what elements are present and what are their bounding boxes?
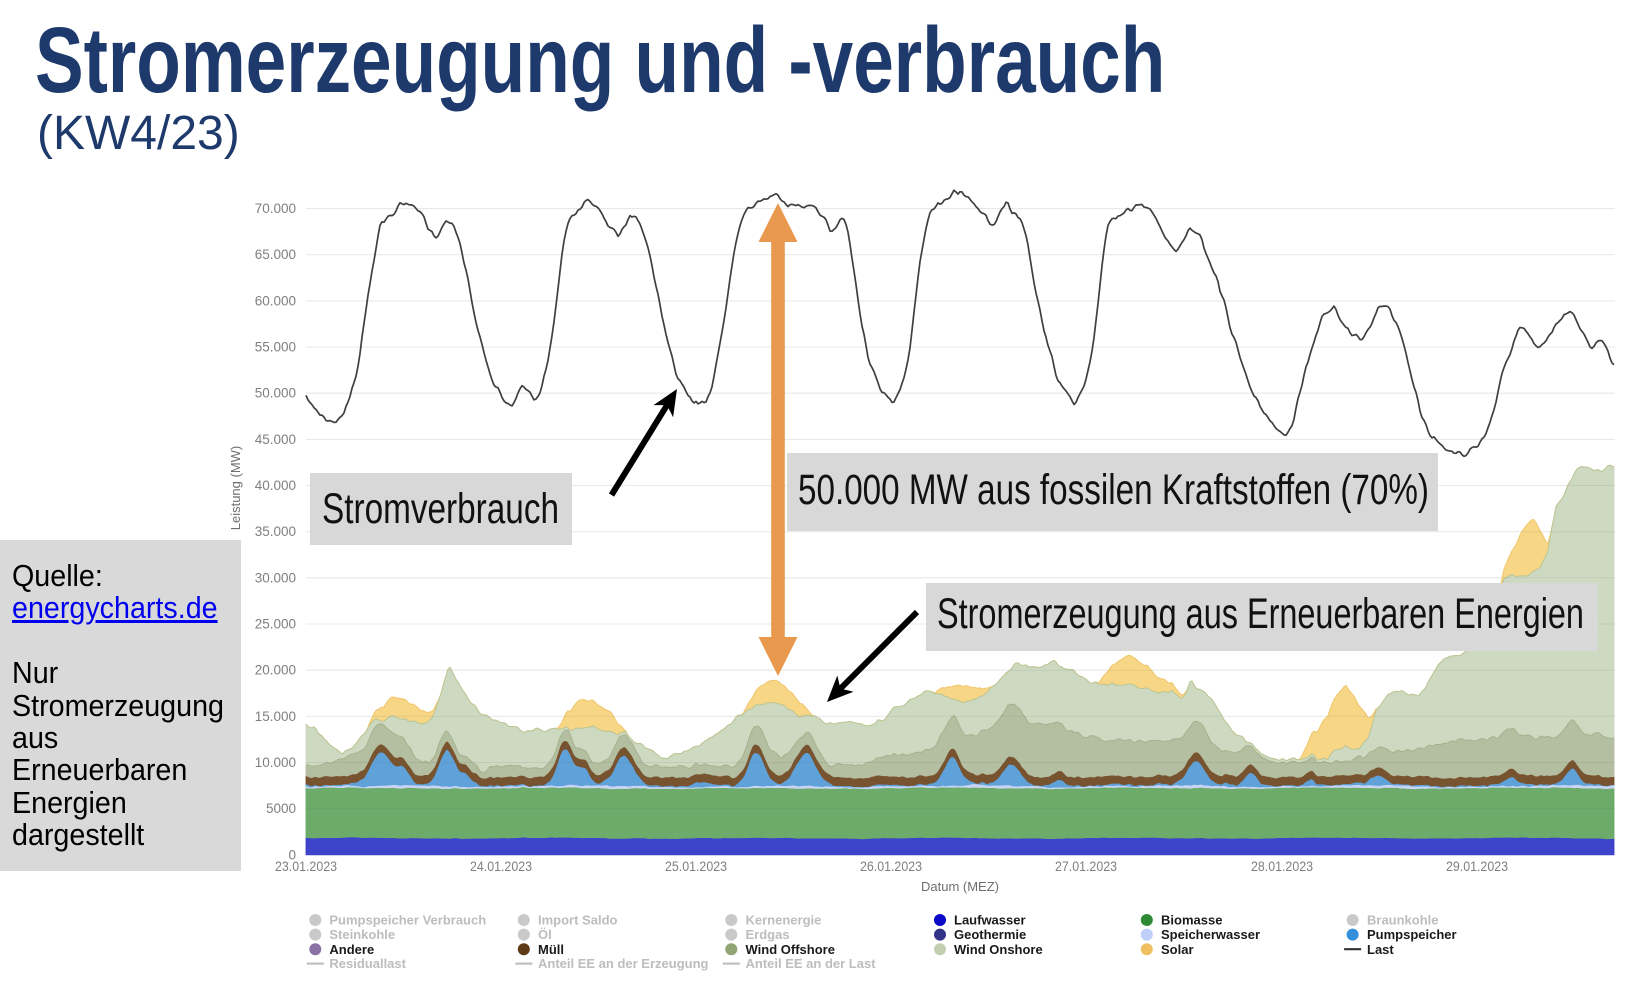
svg-text:35.000: 35.000 [255, 524, 296, 539]
svg-text:Braunkohle: Braunkohle [1367, 913, 1439, 928]
svg-text:Müll: Müll [538, 942, 564, 957]
svg-text:Anteil EE an der Last: Anteil EE an der Last [746, 956, 877, 971]
svg-text:10.000: 10.000 [255, 755, 296, 770]
svg-text:25.000: 25.000 [255, 617, 296, 632]
svg-text:50.000: 50.000 [255, 386, 296, 401]
svg-text:Solar: Solar [1161, 942, 1194, 957]
svg-text:30.000: 30.000 [255, 570, 296, 585]
svg-text:Biomasse: Biomasse [1161, 913, 1222, 928]
svg-text:0: 0 [288, 847, 296, 862]
svg-text:Erdgas: Erdgas [746, 927, 790, 942]
svg-text:45.000: 45.000 [255, 432, 296, 447]
svg-text:Geothermie: Geothermie [954, 927, 1026, 942]
svg-text:Andere: Andere [329, 942, 374, 957]
svg-text:15.000: 15.000 [255, 709, 296, 724]
svg-text:Wind Onshore: Wind Onshore [954, 942, 1043, 957]
svg-text:Kernenergie: Kernenergie [746, 913, 822, 928]
svg-text:Import Saldo: Import Saldo [538, 913, 618, 928]
svg-text:26.01.2023: 26.01.2023 [860, 858, 922, 874]
svg-text:Öl: Öl [538, 927, 552, 942]
svg-text:Steinkohle: Steinkohle [329, 927, 395, 942]
svg-text:Anteil EE an der Erzeugung: Anteil EE an der Erzeugung [538, 956, 709, 971]
svg-text:Leistung (MW): Leistung (MW) [228, 446, 243, 531]
svg-text:Speicherwasser: Speicherwasser [1161, 927, 1260, 942]
svg-text:29.01.2023: 29.01.2023 [1446, 858, 1508, 874]
svg-text:28.01.2023: 28.01.2023 [1251, 858, 1313, 874]
svg-text:5000: 5000 [266, 801, 296, 816]
svg-text:Pumpspeicher Verbrauch: Pumpspeicher Verbrauch [329, 913, 486, 928]
svg-text:65.000: 65.000 [255, 247, 296, 262]
svg-text:Pumpspeicher: Pumpspeicher [1367, 927, 1457, 942]
svg-text:40.000: 40.000 [255, 478, 296, 493]
svg-text:Laufwasser: Laufwasser [954, 913, 1026, 928]
svg-text:Residuallast: Residuallast [329, 956, 406, 971]
svg-text:55.000: 55.000 [255, 340, 296, 355]
svg-text:25.01.2023: 25.01.2023 [665, 858, 727, 874]
svg-text:60.000: 60.000 [255, 293, 296, 308]
svg-text:Datum (MEZ): Datum (MEZ) [921, 879, 999, 894]
svg-text:24.01.2023: 24.01.2023 [470, 858, 532, 874]
svg-text:23.01.2023: 23.01.2023 [275, 858, 337, 874]
svg-text:27.01.2023: 27.01.2023 [1055, 858, 1117, 874]
svg-text:Last: Last [1367, 942, 1394, 957]
svg-text:Wind Offshore: Wind Offshore [746, 942, 835, 957]
svg-text:70.000: 70.000 [255, 201, 296, 216]
svg-text:20.000: 20.000 [255, 663, 296, 678]
